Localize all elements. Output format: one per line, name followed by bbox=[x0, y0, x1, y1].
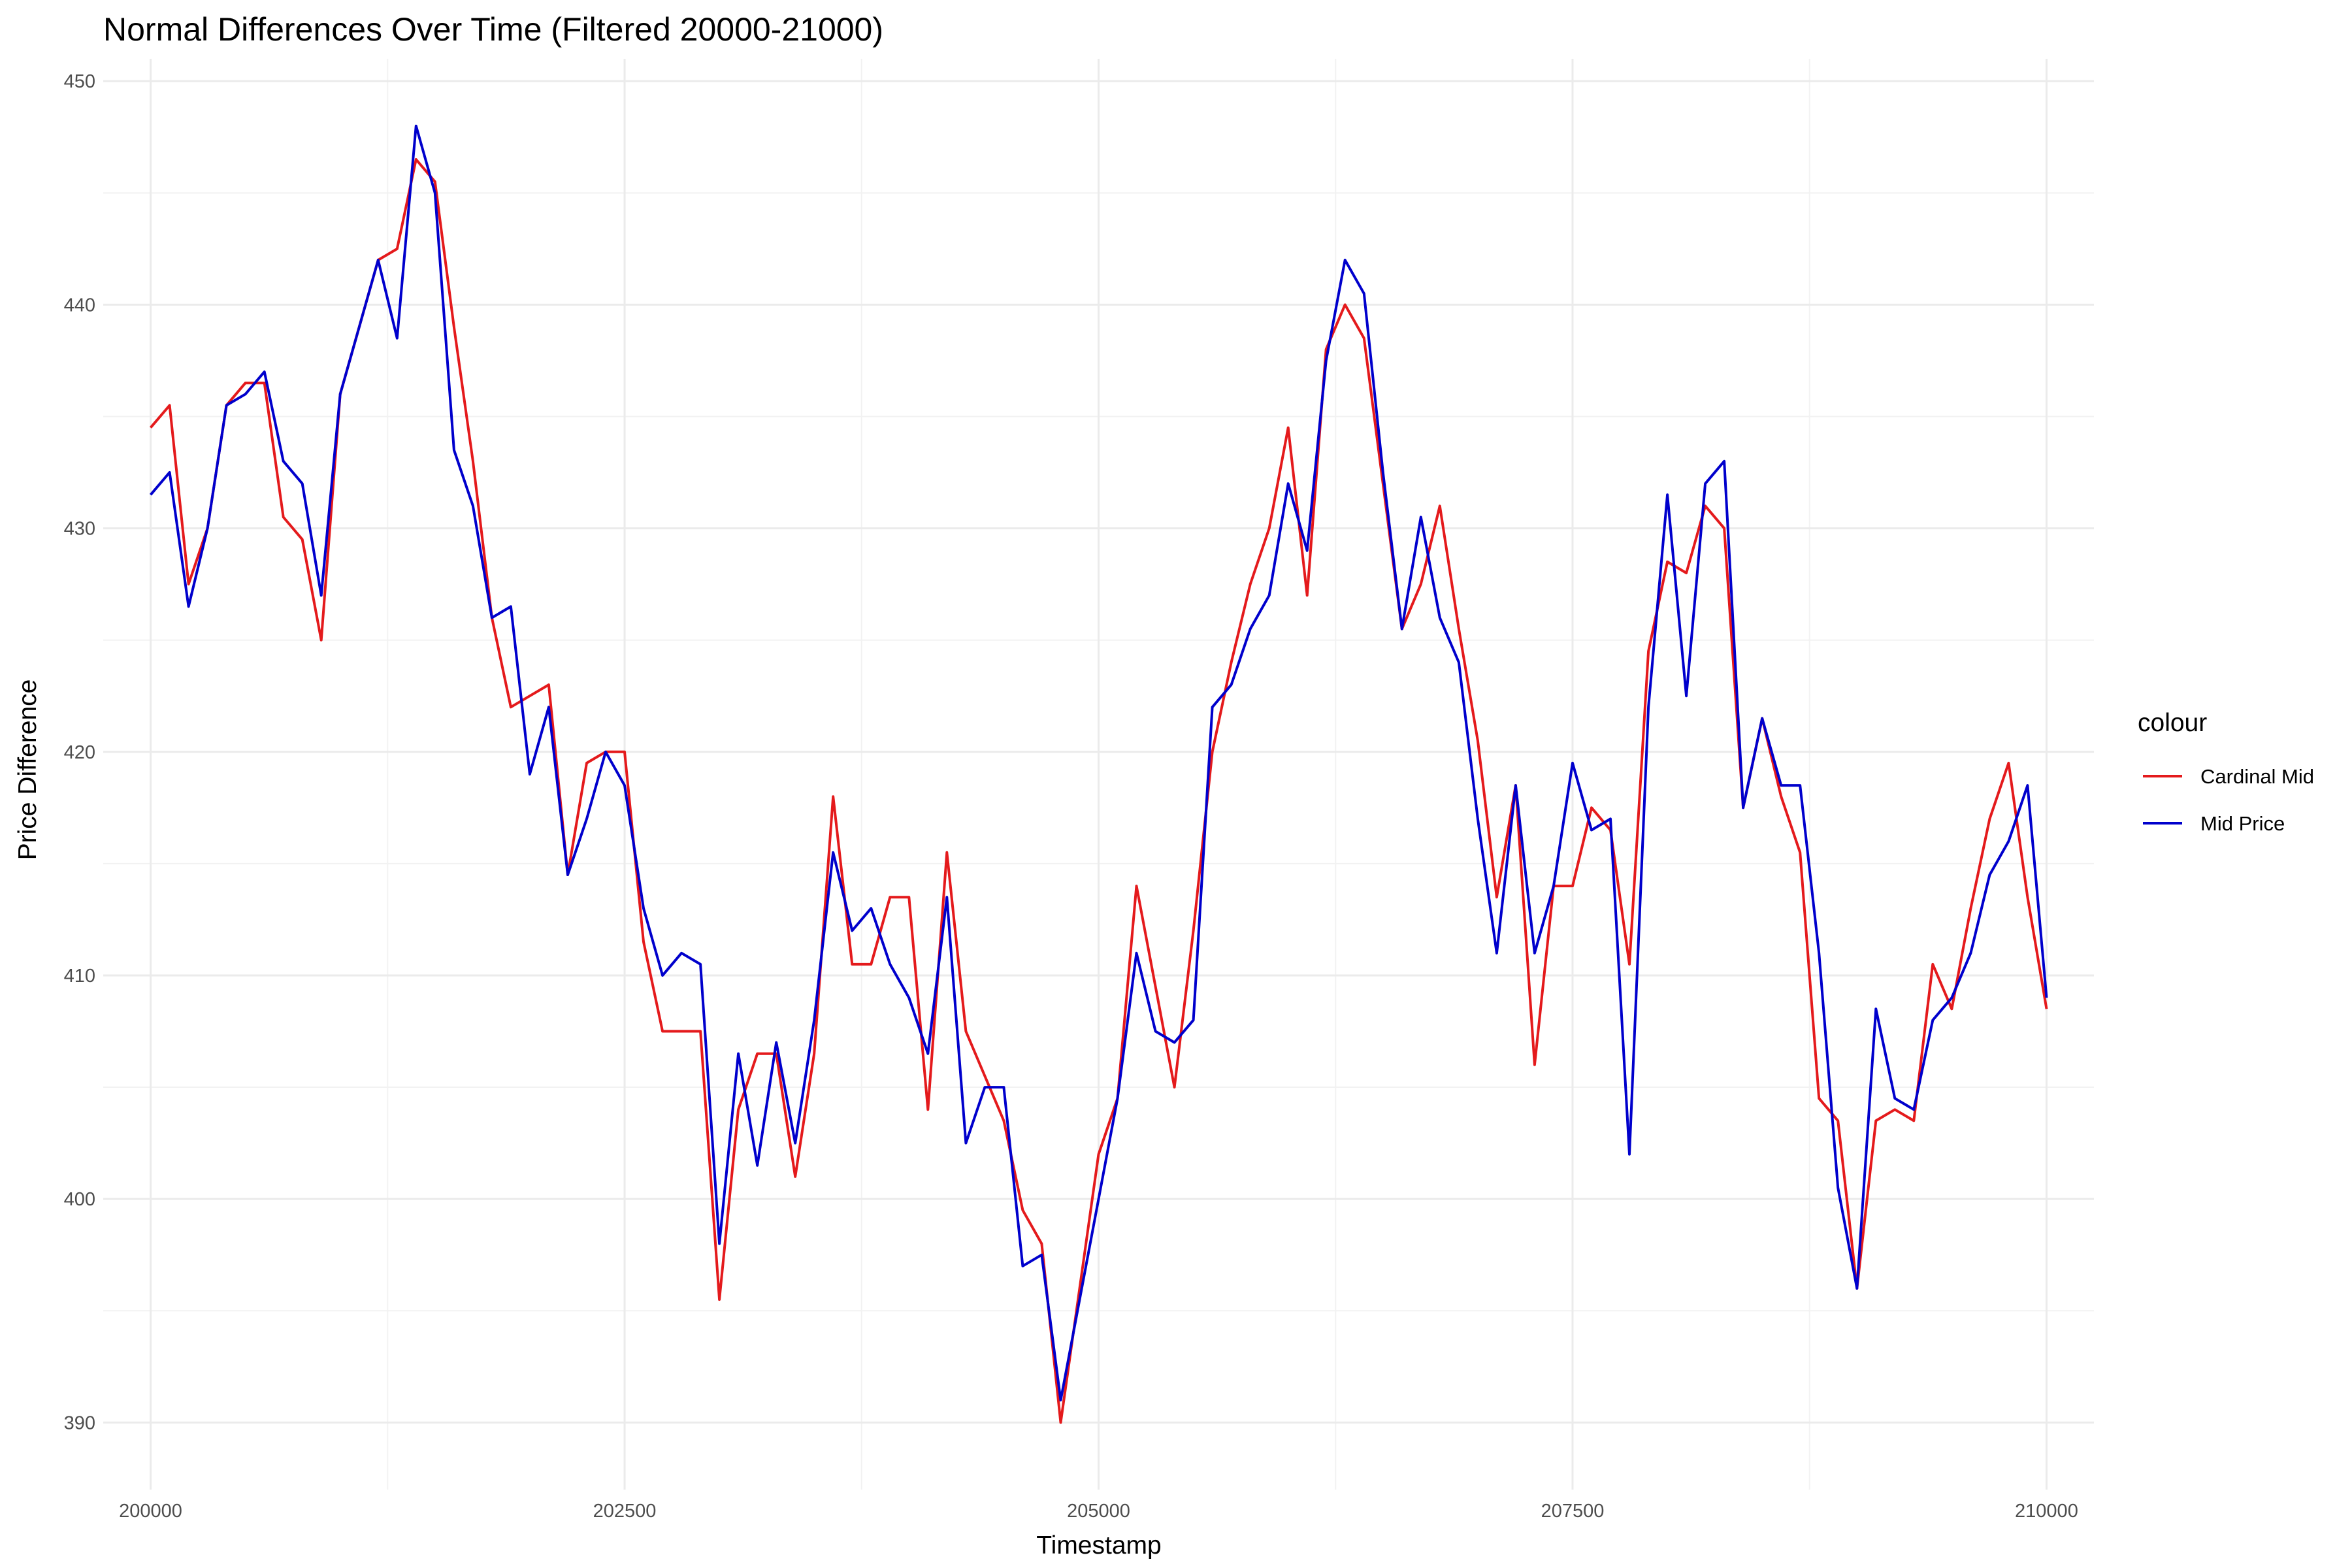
x-axis-title: Timestamp bbox=[1036, 1531, 1161, 1560]
legend-title: colour bbox=[2138, 709, 2207, 737]
y-axis-tick-labels: 390 400 410 420 430 440 450 bbox=[64, 71, 95, 1433]
x-tick-label: 207500 bbox=[1541, 1501, 1605, 1522]
x-tick-label: 205000 bbox=[1067, 1501, 1130, 1522]
series-lines bbox=[149, 124, 2048, 1424]
y-tick-label: 450 bbox=[64, 71, 95, 92]
x-tick-label: 200000 bbox=[119, 1501, 182, 1522]
series-line-mid-price bbox=[149, 124, 2048, 1402]
y-tick-label: 410 bbox=[64, 966, 95, 987]
y-tick-label: 440 bbox=[64, 295, 95, 316]
x-tick-label: 202500 bbox=[593, 1501, 657, 1522]
chart-title: Normal Differences Over Time (Filtered 2… bbox=[103, 11, 883, 48]
legend-label-mid-price: Mid Price bbox=[2200, 812, 2285, 835]
legend: colour Cardinal Mid Mid Price bbox=[2138, 709, 2314, 835]
x-axis-tick-labels: 200000 202500 205000 207500 210000 bbox=[119, 1501, 2078, 1522]
legend-label-cardinal-mid: Cardinal Mid bbox=[2200, 765, 2314, 788]
y-tick-label: 420 bbox=[64, 742, 95, 763]
y-axis-title: Price Difference bbox=[14, 679, 42, 860]
y-tick-label: 400 bbox=[64, 1189, 95, 1210]
series-line-cardinal-mid bbox=[149, 158, 2048, 1424]
x-tick-label: 210000 bbox=[2015, 1501, 2078, 1522]
y-tick-label: 390 bbox=[64, 1413, 95, 1433]
y-tick-label: 430 bbox=[64, 519, 95, 540]
